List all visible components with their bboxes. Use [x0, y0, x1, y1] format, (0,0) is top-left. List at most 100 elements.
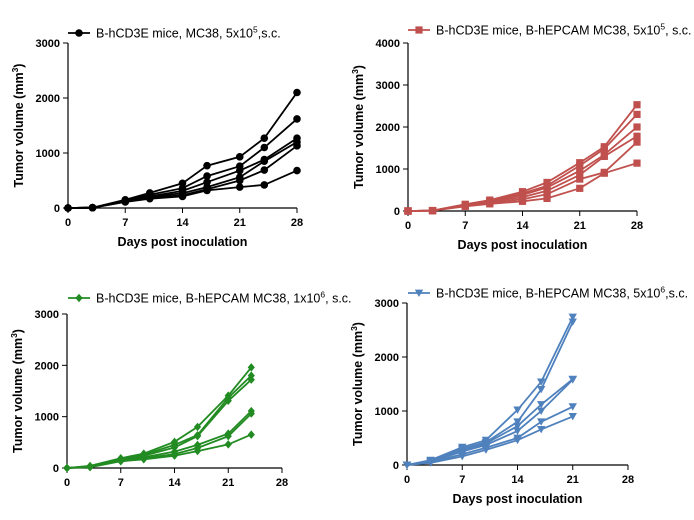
x-tick-label: 14	[511, 474, 524, 486]
series-6-point	[145, 194, 154, 203]
series-1-point	[633, 101, 641, 109]
series-5-point	[235, 176, 244, 185]
series-6-point	[513, 436, 522, 445]
series-6-line	[66, 433, 252, 469]
series-6-point	[600, 169, 608, 177]
series-6-point	[568, 413, 577, 421]
x-tick-label: 0	[405, 220, 411, 232]
series-6-point	[121, 198, 130, 206]
legend-marker	[414, 289, 424, 297]
legend-marker	[75, 29, 83, 37]
y-tick-label: 2000	[35, 360, 59, 372]
series-6-point	[428, 206, 437, 215]
series-6-point	[543, 194, 551, 202]
series-2-point	[568, 318, 577, 326]
y-tick-label: 2000	[375, 352, 399, 364]
series-6-point	[140, 455, 148, 464]
series-2-point	[513, 418, 522, 426]
x-tick-label: 0	[64, 477, 70, 489]
y-axis-title: Tumor volume (mm3)	[350, 65, 366, 189]
series-4-point	[568, 376, 577, 384]
series-1-point	[247, 363, 255, 372]
series-3-point	[193, 431, 202, 441]
series-3-point	[235, 166, 244, 175]
legend: B-hCD3E mice, MC38, 5x105,s.c.	[68, 25, 281, 41]
series-6-point	[170, 451, 179, 460]
series-6-point	[64, 204, 72, 212]
series-4-point	[260, 157, 269, 166]
series-6-point	[203, 186, 211, 195]
x-tick-label: 28	[631, 220, 643, 232]
y-axis-title: Tumor volume (mm3)	[349, 322, 365, 446]
series-6-point	[117, 457, 125, 466]
y-tick-label: 0	[393, 460, 399, 472]
series-4-point	[536, 407, 546, 415]
series-1-point	[203, 161, 211, 170]
y-tick-label: 4000	[376, 38, 400, 50]
series-2-point	[576, 162, 584, 170]
series-1-line	[66, 366, 252, 469]
panel-blue-hepcam-5e6: 0 7 14 21 28 0 1000 2000 3000 Days post inoculati…	[349, 285, 688, 507]
y-tick-label: 3000	[35, 309, 59, 321]
legend: B-hCD3E mice, B-hEPCAM MC38, 1x106, s.c.	[68, 290, 352, 306]
y-tick-label: 1000	[375, 406, 399, 418]
series-3-point	[633, 123, 641, 131]
x-tick-label: 21	[234, 217, 246, 229]
x-axis-title: Days post inoculation	[453, 492, 583, 506]
series-6-point	[86, 463, 94, 472]
series-5-line	[66, 412, 252, 469]
x-tick-label: 7	[118, 477, 124, 489]
series-6-point	[247, 430, 255, 439]
y-tick-label: 3000	[375, 298, 399, 310]
legend-marker	[75, 293, 83, 303]
x-tick-label: 28	[622, 474, 634, 486]
series-6-point	[633, 159, 641, 167]
series-6-point	[293, 166, 301, 175]
series-1-point	[536, 378, 546, 386]
series-6-point	[481, 446, 491, 454]
series-6-point	[88, 203, 97, 212]
series-3-point	[576, 167, 584, 175]
y-axis-title: Tumor volume (mm3)	[9, 329, 25, 453]
series-2-point	[203, 172, 211, 180]
series-6-point	[461, 202, 469, 210]
y-tick-label: 2000	[36, 93, 60, 105]
x-tick-label: 21	[222, 477, 234, 489]
y-tick-label: 0	[53, 463, 59, 475]
series-3-point	[247, 375, 255, 384]
series-3-point	[224, 396, 232, 405]
x-tick-label: 7	[122, 217, 128, 229]
series-2-point	[633, 110, 641, 118]
series-6-point	[486, 200, 494, 208]
x-tick-label: 14	[516, 220, 529, 232]
series-5-point	[568, 403, 577, 411]
series-5-point	[293, 142, 301, 150]
series-1-point	[568, 313, 577, 322]
series-5-point	[543, 190, 551, 198]
x-tick-label: 21	[567, 474, 579, 486]
legend-label: B-hCD3E mice, MC38, 5x105,s.c.	[96, 25, 281, 41]
series-2-point	[293, 115, 301, 123]
series-1-point	[293, 88, 301, 97]
x-tick-label: 0	[404, 474, 410, 486]
x-tick-label: 7	[459, 474, 465, 486]
series-6-point	[426, 459, 435, 467]
panel-green-hepcam-1e6: 0 7 14 21 28 0 1000 2000 3000 Tumor volume (mm3) B…	[9, 290, 352, 490]
series-5-point	[536, 418, 546, 426]
series-1-point	[235, 153, 244, 161]
series-4-point	[600, 152, 608, 160]
series-4-point	[633, 132, 641, 140]
series-4-line	[406, 379, 574, 466]
legend-label: B-hCD3E mice, B-hEPCAM MC38, 5x105, s.c.	[436, 22, 692, 38]
series-6-point	[63, 463, 71, 473]
x-tick-label: 28	[291, 217, 303, 229]
panel-red-hepcam-5e5: 0 7 14 21 28 0 1000 2000 3000 4000 Days post inocu…	[350, 22, 692, 253]
panel-black-mc38: 0 7 14 21 28 0 1000 2000 3000 Days post inoculati…	[10, 25, 303, 250]
y-tick-label: 1000	[35, 412, 59, 424]
x-tick-label: 28	[276, 477, 288, 489]
series-6-point	[224, 440, 232, 449]
series-4-line	[66, 410, 252, 469]
series-6-point	[536, 425, 546, 434]
series-2-point	[536, 386, 546, 394]
